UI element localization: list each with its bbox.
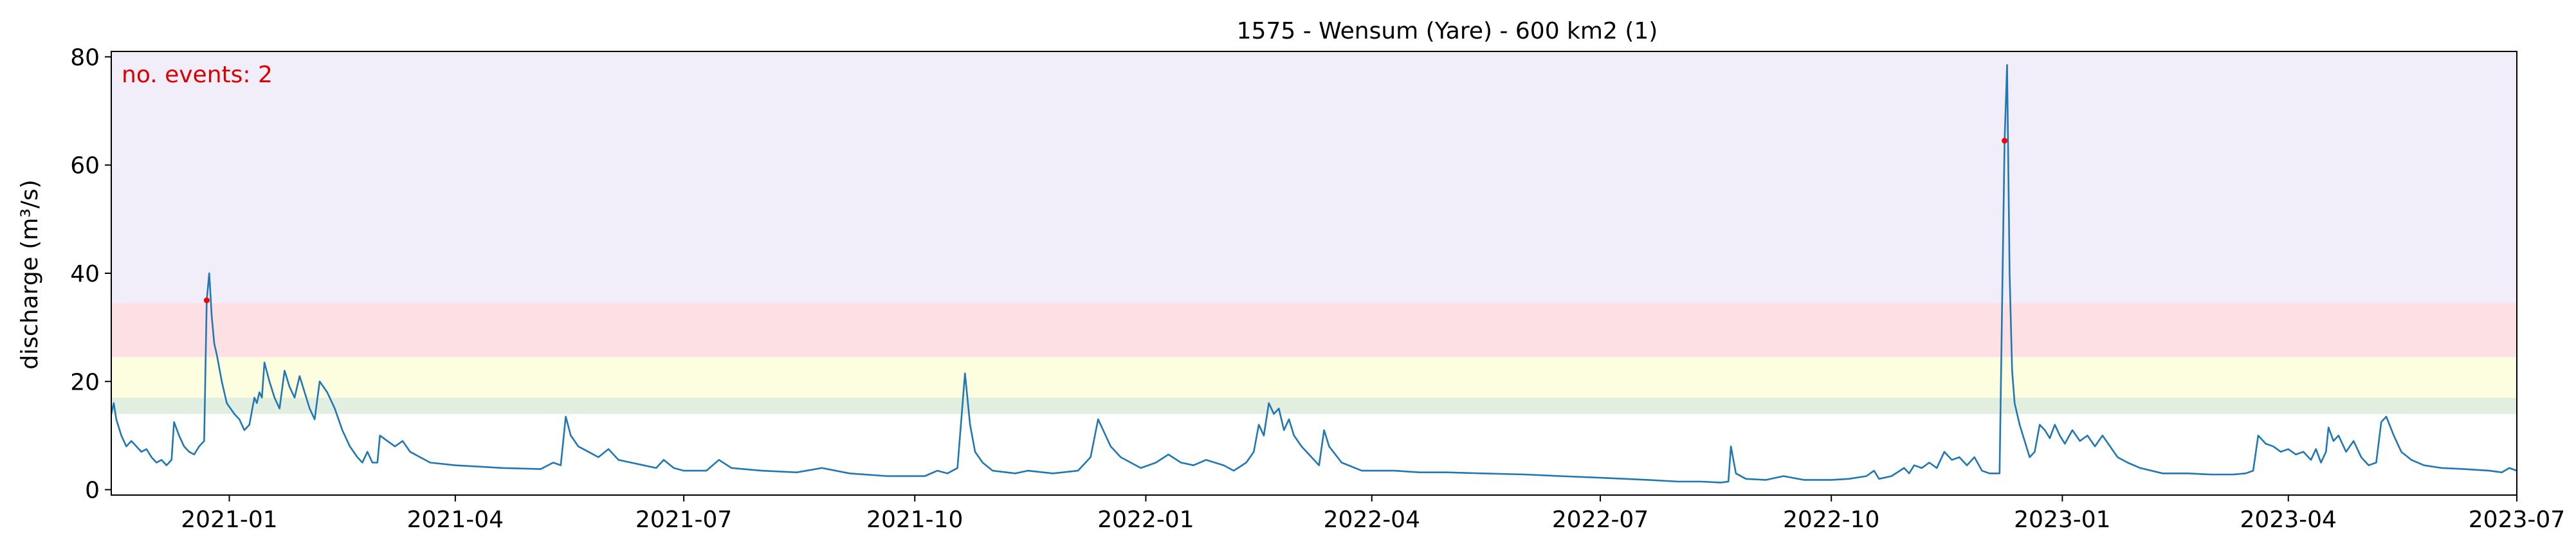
threshold-band-3 [111,303,2517,357]
y-tick-label: 80 [70,44,100,71]
plot-frame [111,51,2517,496]
y-axis-label: discharge (m³/s) [17,179,43,369]
y-axis: 0 20 40 60 80 [70,44,111,504]
x-axis: 2021-01 2021-04 2021-07 2021-10 2022-01 2022-… [181,495,2565,533]
series-group [110,64,2517,483]
event-marker-2 [2002,138,2008,144]
x-tick-label: 2023-04 [2240,507,2337,533]
x-tick-label: 2021-07 [635,507,732,533]
x-tick-label: 2022-01 [1097,507,1194,533]
x-tick-label: 2021-01 [181,507,277,533]
event-marker-1 [203,297,210,303]
threshold-band-2 [111,357,2517,398]
x-tick-label: 2022-04 [1324,507,1420,533]
x-tick-label: 2021-10 [866,507,963,533]
y-tick-label: 0 [85,478,100,504]
events-count-annotation: no. events: 2 [122,62,273,88]
x-tick-label: 2022-07 [1552,507,1649,533]
event-markers [203,138,2008,303]
x-tick-label: 2023-07 [2469,507,2565,533]
y-tick-label: 60 [70,153,100,179]
x-tick-label: 2023-01 [2014,507,2110,533]
threshold-band-1 [111,397,2517,414]
chart-title: 1575 - Wensum (Yare) - 600 km2 (1) [1237,18,1658,44]
y-tick-label: 20 [70,369,100,395]
y-tick-label: 40 [70,261,100,287]
x-tick-label: 2021-04 [407,507,504,533]
discharge-series-line [110,64,2517,483]
threshold-bands [111,51,2517,414]
x-tick-label: 2022-10 [1783,507,1879,533]
threshold-band-4 [111,51,2517,303]
